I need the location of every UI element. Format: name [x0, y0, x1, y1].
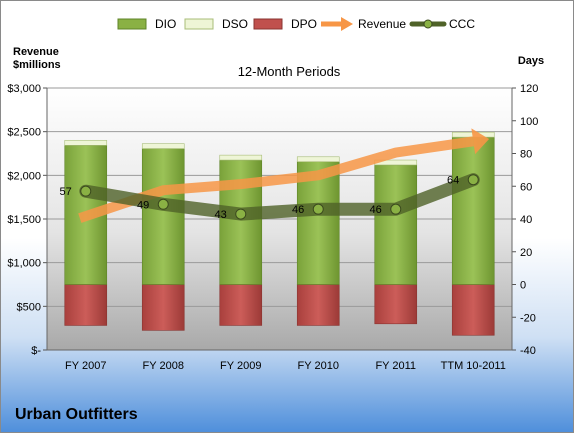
legend-label: DPO — [291, 17, 317, 31]
left-tick-label: $2,500 — [7, 127, 41, 139]
x-tick-label: TTM 10-2011 — [441, 360, 506, 372]
dso-bar — [141, 143, 185, 149]
right-tick-label: 20 — [520, 247, 532, 259]
right-tick-label: -20 — [520, 312, 536, 324]
x-tick-label: FY 2007 — [65, 360, 106, 372]
dpo-bar — [219, 284, 263, 326]
ccc-point — [312, 203, 324, 215]
company-name: Urban Outfitters — [15, 406, 138, 423]
left-tick-label: $- — [31, 345, 41, 357]
right-tick-label: 100 — [520, 116, 538, 128]
right-tick-label: 120 — [520, 83, 538, 95]
left-tick-label: $1,000 — [7, 258, 41, 270]
ccc-line — [79, 173, 480, 221]
right-tick-label: 0 — [520, 280, 526, 292]
right-axis-label: Days — [518, 55, 544, 67]
dio-bar — [296, 161, 340, 285]
legend-swatch-arrowhead — [341, 17, 353, 31]
right-tick-label: 40 — [520, 214, 532, 226]
ccc-point — [390, 203, 402, 215]
ccc-point — [80, 185, 92, 197]
ccc-data-label: 46 — [370, 204, 382, 216]
dpo-bar — [451, 284, 495, 336]
right-tick-label: -40 — [520, 345, 536, 357]
legend-label: DSO — [222, 17, 248, 31]
legend-label: Revenue — [358, 17, 406, 31]
chart-title: 12-Month Periods — [238, 64, 341, 79]
legend-swatch — [117, 18, 147, 30]
x-tick-label: FY 2008 — [143, 360, 184, 372]
left-tick-label: $3,000 — [7, 83, 41, 95]
dso-bar — [219, 154, 263, 161]
ccc-point — [235, 208, 247, 220]
ccc-data-label: 43 — [215, 209, 227, 221]
dso-bar — [296, 156, 340, 162]
x-tick-label: FY 2010 — [298, 360, 339, 372]
revenue-arrowhead — [471, 128, 490, 155]
dpo-bar — [141, 284, 185, 331]
legend-swatch — [253, 18, 283, 30]
legend-swatch-dot — [423, 19, 433, 29]
dio-bar — [374, 164, 418, 285]
left-axis-label-line2: $millions — [13, 59, 61, 71]
x-tick-label: FY 2009 — [220, 360, 261, 372]
dso-bar — [64, 140, 108, 146]
left-tick-label: $1,500 — [7, 214, 41, 226]
left-tick-label: $2,000 — [7, 170, 41, 182]
dpo-bar — [374, 284, 418, 325]
legend-label: CCC — [449, 17, 475, 31]
dio-bar — [451, 136, 495, 285]
revenue-line — [78, 136, 475, 223]
ccc-data-label: 64 — [447, 175, 459, 187]
left-tick-label: $500 — [17, 301, 41, 313]
ccc-data-label: 46 — [292, 204, 304, 216]
legend-label: DIO — [155, 17, 176, 31]
dpo-bar — [296, 284, 340, 326]
ccc-data-label: 57 — [60, 186, 72, 198]
ccc-point — [157, 198, 169, 210]
x-tick-label: FY 2011 — [375, 360, 416, 372]
dio-bar — [141, 148, 185, 285]
left-axis-label-line1: Revenue — [13, 46, 59, 58]
ccc-data-label: 49 — [137, 199, 149, 211]
ccc-point — [467, 174, 479, 186]
dpo-bar — [64, 284, 108, 326]
right-tick-label: 60 — [520, 181, 532, 193]
right-tick-label: 80 — [520, 149, 532, 161]
legend-swatch — [184, 18, 214, 30]
